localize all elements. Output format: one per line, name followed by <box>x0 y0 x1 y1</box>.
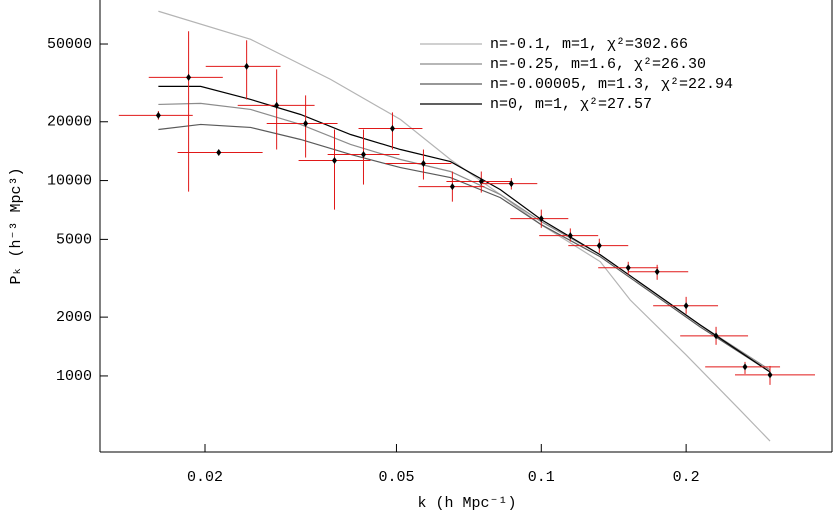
data-point <box>420 159 426 167</box>
data-point <box>596 242 602 250</box>
y-tick-label: 1000 <box>56 368 92 385</box>
legend-label: n=0, m=1, χ²=27.57 <box>490 96 652 113</box>
data-point <box>244 62 250 70</box>
data-point <box>567 232 573 240</box>
data-point <box>389 124 395 132</box>
data-point <box>538 215 544 223</box>
data-point <box>274 101 280 109</box>
y-tick-label: 2000 <box>56 309 92 326</box>
data-point <box>654 268 660 276</box>
data-point <box>683 302 689 310</box>
data-point <box>303 119 309 127</box>
legend-label: n=-0.1, m=1, χ²=302.66 <box>490 36 688 53</box>
data-point <box>713 332 719 340</box>
x-tick-label: 0.2 <box>673 469 700 486</box>
y-tick-label: 5000 <box>56 231 92 248</box>
x-tick-label: 0.1 <box>528 469 555 486</box>
model-line <box>158 102 771 371</box>
y-tick-label: 10000 <box>47 173 92 190</box>
data-point <box>625 264 631 272</box>
data-point <box>449 183 455 191</box>
data-point <box>508 180 514 188</box>
legend-label: n=-0.00005, m=1.3, χ²=22.94 <box>490 76 733 93</box>
data-point <box>186 73 192 81</box>
data-point <box>742 363 748 371</box>
model-line <box>158 10 771 442</box>
x-tick-label: 0.02 <box>187 469 223 486</box>
data-point <box>360 150 366 158</box>
y-tick-label: 20000 <box>47 114 92 131</box>
y-tick-label: 50000 <box>47 36 92 53</box>
x-tick-label: 0.05 <box>378 469 414 486</box>
x-axis-label: k (h Mpc⁻¹) <box>417 495 516 512</box>
model-line <box>158 123 771 373</box>
model-line <box>158 85 771 373</box>
data-point <box>332 156 338 164</box>
data-point <box>216 149 222 157</box>
legend-label: n=-0.25, m=1.6, χ²=26.30 <box>490 56 706 73</box>
data-point <box>767 371 773 379</box>
data-point <box>155 111 161 119</box>
y-axis-label: Pₖ (h⁻³ Mpc³) <box>8 167 25 284</box>
